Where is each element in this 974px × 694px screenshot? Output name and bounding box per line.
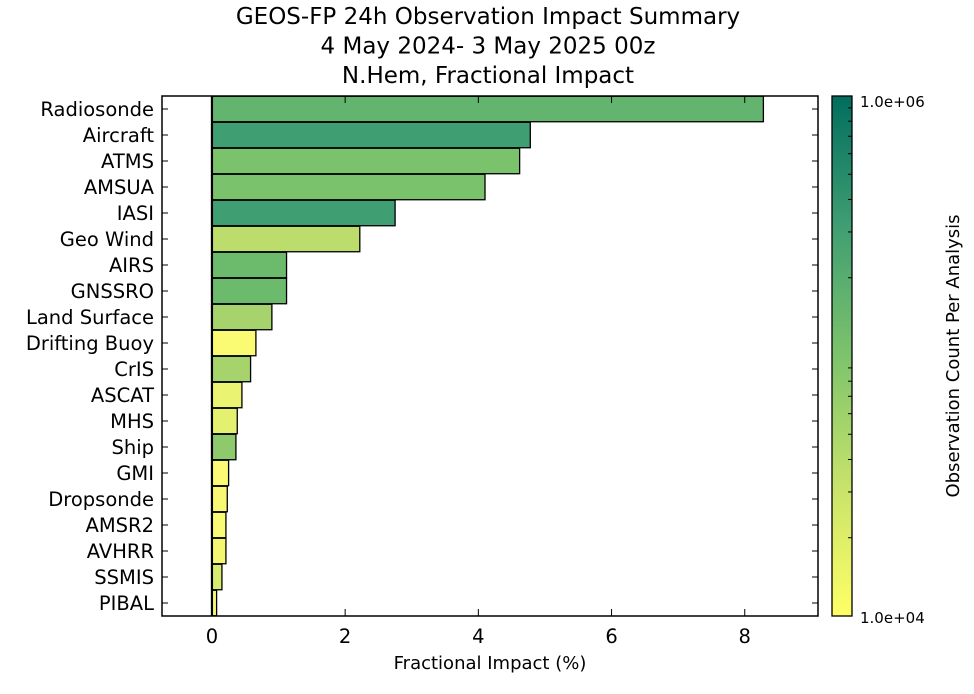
y-tick-label: Dropsonde [48,488,154,511]
bar-amsr2 [211,511,227,539]
bar-atms [211,147,521,175]
y-tick-label: AVHRR [87,540,154,563]
y-tick-label: GMI [116,462,154,485]
title-line-2: N.Hem, Fractional Impact [342,63,634,89]
bar-ascat [211,381,243,409]
y-tick-label: Radiosonde [40,98,154,121]
bar-mhs [211,407,238,435]
y-tick-label: AIRS [109,254,154,277]
bar-gnssro [211,277,288,305]
bar-cris [211,355,252,383]
colorbar: 1.0e+06 1.0e+04 Observation Count Per Anal… [831,93,964,627]
bar-avhrr [211,537,227,565]
x-tick-label: 6 [605,625,617,648]
bar-amsua [211,173,486,201]
bar-ship [211,433,237,461]
y-tick-label: AMSR2 [86,514,155,537]
bar-aircraft [211,121,531,149]
y-tick-label: PIBAL [99,592,154,615]
colorbar-label: Observation Count Per Analysis [943,214,964,497]
y-tick-label: Geo Wind [60,228,154,251]
y-tick-label: Ship [111,436,154,459]
bar-land-surface [211,303,273,331]
title-line-0: GEOS-FP 24h Observation Impact Summary [236,4,740,30]
y-tick-label: ASCAT [91,384,154,407]
bar-geo-wind [211,225,361,253]
plot-frame [161,95,819,617]
y-tick-label: SSMIS [94,566,154,589]
x-tick-label: 4 [472,625,484,648]
bar-dropsonde [211,485,228,513]
colorbar-max-label: 1.0e+06 [860,93,925,111]
bar-airs [211,251,288,279]
x-tick-label: 2 [339,625,351,648]
colorbar-gradient [831,95,853,617]
chart-title: GEOS-FP 24h Observation Impact Summary 4 … [236,4,740,89]
bar-ssmis [211,563,223,591]
bar-iasi [211,199,396,227]
bar-drifting-buoy [211,329,257,357]
y-tick-label: CrIS [114,358,154,381]
bar-gmi [211,459,230,487]
y-tick-label: AMSUA [84,176,155,199]
colorbar-min-label: 1.0e+04 [860,609,925,627]
y-tick-label: Drifting Buoy [26,332,154,355]
plot-area: Radiosonde Aircraft ATMS AMSUA IASI Geo Wind A… [26,95,819,674]
y-tick-label: Land Surface [26,306,154,329]
x-tick-label: 8 [739,625,751,648]
y-tick-label: IASI [117,202,154,225]
y-tick-label: ATMS [101,150,154,173]
x-axis-label: Fractional Impact (%) [394,653,587,674]
title-line-1: 4 May 2024- 3 May 2025 00z [321,34,656,60]
y-tick-label: Aircraft [83,124,155,147]
y-tick-label: MHS [110,410,154,433]
y-tick-label: GNSSRO [71,280,154,303]
bar-radiosonde [211,95,765,123]
x-tick-label: 0 [206,625,218,648]
